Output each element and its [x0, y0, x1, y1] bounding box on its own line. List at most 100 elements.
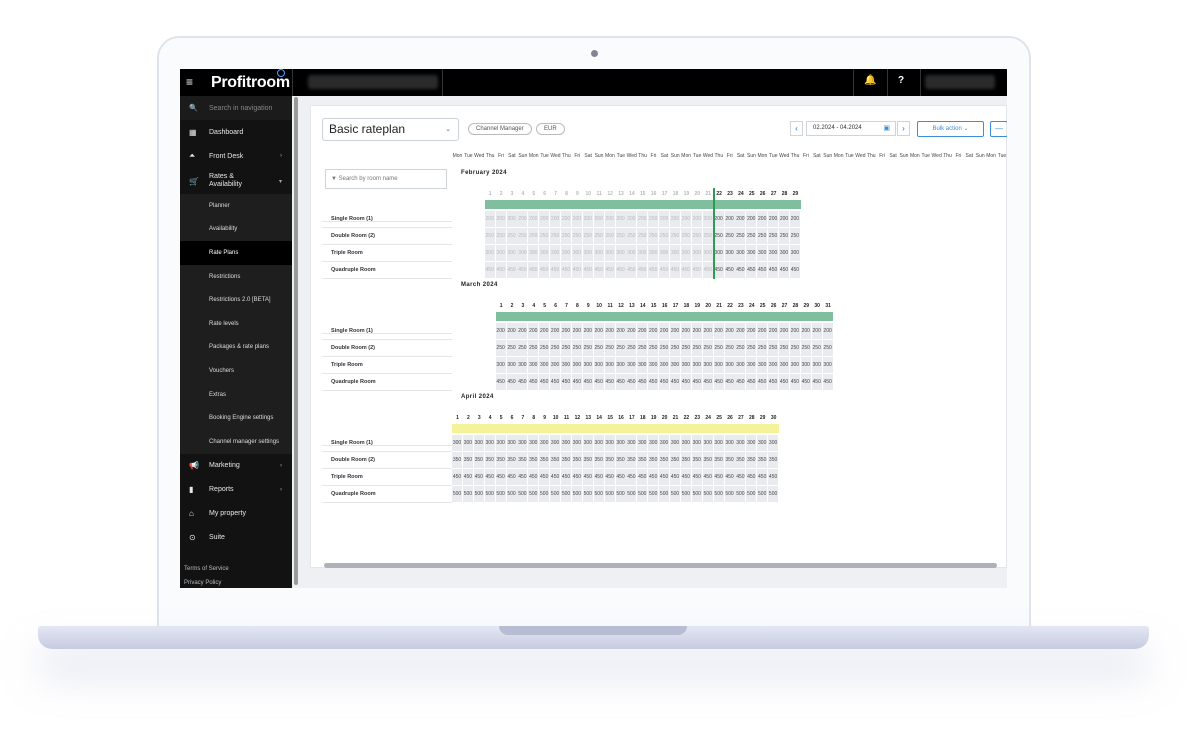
rate-cell[interactable]: 200	[582, 323, 594, 339]
rate-cell[interactable]: 200	[506, 211, 518, 227]
rate-cell[interactable]: 300	[506, 435, 518, 451]
rate-cell[interactable]: 200	[637, 211, 649, 227]
rate-cell[interactable]: 450	[506, 374, 518, 390]
rate-cell[interactable]: 300	[779, 357, 790, 373]
rate-cell[interactable]: 350	[604, 452, 616, 468]
rate-cell[interactable]: 450	[648, 469, 660, 485]
sidebar-subitem[interactable]: Availability	[180, 217, 292, 242]
rate-cell[interactable]: 300	[691, 357, 703, 373]
rate-cell[interactable]: 200	[626, 323, 638, 339]
rate-cell[interactable]: 200	[561, 323, 572, 339]
rate-cell[interactable]: 450	[528, 374, 540, 390]
rate-cell[interactable]: 300	[768, 245, 780, 261]
rate-cell[interactable]: 350	[571, 452, 583, 468]
rate-cell[interactable]: 250	[517, 228, 529, 244]
rate-cell[interactable]: 300	[702, 357, 714, 373]
rate-cell[interactable]: 300	[768, 357, 780, 373]
rate-cell[interactable]: 450	[506, 469, 518, 485]
rate-cell[interactable]: 500	[571, 486, 583, 502]
rate-cell[interactable]: 200	[691, 323, 703, 339]
rate-cell[interactable]: 200	[713, 211, 725, 227]
rate-cell[interactable]: 250	[779, 228, 790, 244]
rate-cell[interactable]: 300	[473, 435, 485, 451]
sidebar-item-rates[interactable]: 🛒 Rates & Availability ▾	[180, 168, 292, 194]
rate-cell[interactable]: 200	[768, 211, 780, 227]
rate-cell[interactable]: 250	[680, 340, 692, 356]
rate-cell[interactable]: 450	[779, 374, 790, 390]
rate-cell[interactable]: 250	[615, 228, 627, 244]
rate-cell[interactable]: 450	[517, 374, 529, 390]
rate-cell[interactable]: 450	[724, 262, 736, 278]
rate-cell[interactable]: 300	[593, 435, 605, 451]
rate-cell[interactable]: 250	[571, 228, 583, 244]
rate-cell[interactable]: 200	[724, 211, 736, 227]
rate-cell[interactable]: 300	[626, 357, 638, 373]
rate-cell[interactable]: 300	[550, 357, 562, 373]
rate-cell[interactable]: 450	[604, 374, 616, 390]
rate-cell[interactable]: 450	[550, 469, 562, 485]
rate-cell[interactable]: 250	[582, 228, 594, 244]
rate-cell[interactable]: 200	[789, 211, 801, 227]
rate-cell[interactable]: 200	[593, 323, 605, 339]
rate-cell[interactable]: 250	[713, 340, 725, 356]
sidebar-item-dashboard[interactable]: ▦ Dashboard	[180, 120, 292, 144]
rate-cell[interactable]: 300	[680, 435, 692, 451]
rate-cell[interactable]: 350	[713, 452, 725, 468]
rate-cell[interactable]: 200	[789, 323, 801, 339]
rate-cell[interactable]: 200	[484, 211, 496, 227]
rate-cell[interactable]: 200	[571, 323, 583, 339]
rate-cell[interactable]: 300	[735, 435, 747, 451]
rate-cell[interactable]: 500	[473, 486, 485, 502]
rate-cell[interactable]: 300	[528, 245, 540, 261]
rate-cell[interactable]: 300	[702, 435, 714, 451]
rate-cell[interactable]: 450	[539, 469, 551, 485]
rate-cell[interactable]: 300	[484, 435, 496, 451]
rate-cell[interactable]: 450	[789, 262, 801, 278]
rate-cell[interactable]: 300	[506, 357, 518, 373]
rate-cell[interactable]: 200	[615, 323, 627, 339]
sidebar-item-marketing[interactable]: 📢 Marketing ›	[180, 454, 292, 478]
rate-cell[interactable]: 250	[539, 340, 551, 356]
rate-cell[interactable]: 300	[615, 435, 627, 451]
rate-cell[interactable]: 450	[680, 374, 692, 390]
rate-cell[interactable]: 250	[768, 340, 780, 356]
rate-cell[interactable]: 350	[462, 452, 474, 468]
user-menu[interactable]	[925, 75, 995, 89]
rate-cell[interactable]: 250	[746, 228, 758, 244]
sidebar-subitem[interactable]: Booking Engine settings	[180, 406, 292, 430]
rate-cell[interactable]: 500	[593, 486, 605, 502]
sidebar-subitem[interactable]: Packages & rate plans	[180, 335, 292, 360]
rate-cell[interactable]: 200	[757, 211, 769, 227]
rate-cell[interactable]: 350	[473, 452, 485, 468]
rate-cell[interactable]: 200	[757, 323, 769, 339]
terms-link[interactable]: Terms of Service	[184, 566, 229, 572]
rate-cell[interactable]: 450	[811, 374, 823, 390]
rate-cell[interactable]: 450	[691, 374, 703, 390]
rate-cell[interactable]: 300	[789, 357, 801, 373]
rate-cell[interactable]: 450	[637, 262, 649, 278]
rate-cell[interactable]: 300	[713, 245, 725, 261]
rate-cell[interactable]: 450	[528, 262, 540, 278]
rate-cell[interactable]: 350	[691, 452, 703, 468]
rate-cell[interactable]: 200	[735, 211, 747, 227]
property-selector[interactable]	[308, 75, 438, 89]
rate-cell[interactable]: 250	[779, 340, 790, 356]
rate-cell[interactable]: 300	[495, 357, 507, 373]
rate-cell[interactable]: 500	[746, 486, 758, 502]
rate-cell[interactable]: 300	[691, 245, 703, 261]
rate-cell[interactable]: 450	[550, 374, 562, 390]
rate-cell[interactable]: 500	[528, 486, 540, 502]
rate-cell[interactable]: 300	[746, 357, 758, 373]
rate-cell[interactable]: 300	[648, 357, 660, 373]
rate-cell[interactable]: 200	[746, 323, 758, 339]
rate-cell[interactable]: 450	[517, 469, 529, 485]
rate-cell[interactable]: 450	[822, 374, 834, 390]
privacy-link[interactable]: Privacy Policy	[184, 580, 222, 586]
rate-cell[interactable]: 200	[539, 211, 551, 227]
room-search-input[interactable]: ▼ Search by room name	[325, 169, 447, 189]
rate-cell[interactable]: 500	[582, 486, 594, 502]
rate-cell[interactable]: 300	[539, 245, 551, 261]
rate-cell[interactable]: 250	[539, 228, 551, 244]
rate-cell[interactable]: 300	[561, 435, 572, 451]
rate-cell[interactable]: 450	[473, 469, 485, 485]
